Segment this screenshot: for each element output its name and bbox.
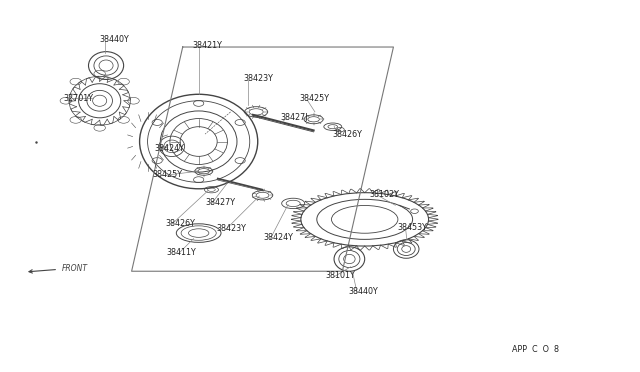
Text: 38425Y: 38425Y [153, 170, 182, 179]
Text: 38427Y: 38427Y [205, 198, 235, 207]
Text: 38453Y: 38453Y [398, 223, 428, 232]
Text: 38423Y: 38423Y [216, 224, 246, 233]
Text: 38426Y: 38426Y [166, 219, 195, 228]
Text: 38421Y: 38421Y [192, 41, 222, 50]
Text: 38424Y: 38424Y [154, 144, 184, 153]
Text: FRONT: FRONT [61, 264, 88, 273]
Text: 38102Y: 38102Y [370, 190, 400, 199]
Text: 38411Y: 38411Y [167, 248, 196, 257]
Text: 38426Y: 38426Y [333, 130, 363, 140]
Text: 38427J: 38427J [280, 113, 308, 122]
Text: 38424Y: 38424Y [264, 233, 294, 243]
Text: APP  C  O  8: APP C O 8 [511, 345, 559, 354]
Text: 32701Y: 32701Y [63, 94, 93, 103]
Text: 38101Y: 38101Y [325, 271, 355, 280]
Text: 38423Y: 38423Y [243, 74, 273, 83]
Text: 38440Y: 38440Y [349, 287, 378, 296]
Text: 38440Y: 38440Y [100, 35, 129, 44]
Text: 38425Y: 38425Y [300, 94, 330, 103]
